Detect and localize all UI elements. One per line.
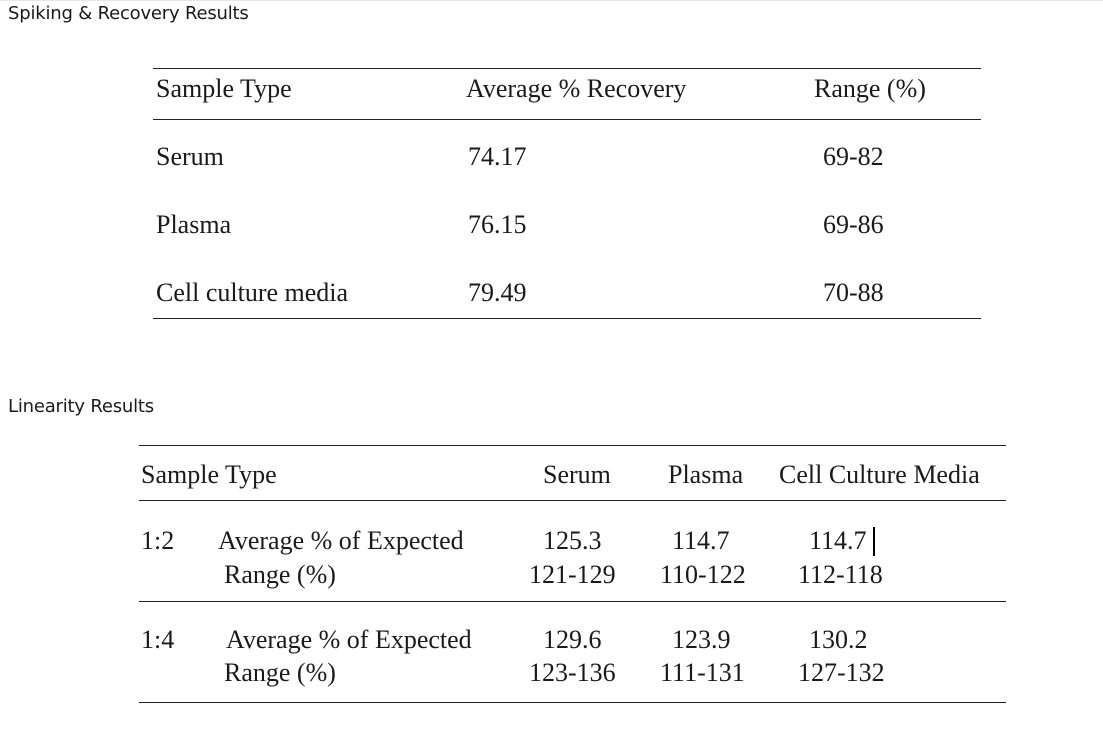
linearity-1-4-ccm-average: 130.2 — [809, 625, 868, 654]
spiking-row-plasma-range: 69-86 — [823, 210, 884, 239]
spiking-row-plasma-average: 76.15 — [468, 210, 527, 239]
linearity-1-2-average-label: Average % of Expected — [218, 526, 464, 555]
spiking-row-plasma-sample: Plasma — [156, 210, 232, 239]
spiking-row-ccm-average: 79.49 — [468, 278, 527, 307]
linearity-1-2-range-label: Range (%) — [224, 560, 336, 589]
spiking-top-rule — [153, 68, 981, 69]
linearity-1-2-plasma-average: 114.7 — [672, 526, 730, 555]
linearity-bottom-rule — [139, 702, 1006, 703]
linearity-1-4-serum-range: 123-136 — [529, 658, 616, 687]
linearity-header-ccm: Cell Culture Media — [779, 460, 980, 489]
linearity-1-4-ccm-range: 127-132 — [798, 658, 885, 687]
linearity-top-rule — [139, 445, 1006, 446]
spiking-row-serum-sample: Serum — [156, 142, 224, 171]
text-cursor — [873, 527, 875, 556]
linearity-dilution-1-4: 1:4 — [141, 625, 175, 654]
spiking-header-average: Average % Recovery — [466, 74, 687, 103]
linearity-heading: Linearity Results — [8, 396, 154, 417]
linearity-1-4-plasma-average: 123.9 — [672, 625, 731, 654]
spiking-header-range: Range (%) — [814, 74, 926, 103]
spiking-heading: Spiking & Recovery Results — [8, 3, 249, 24]
linearity-header-plasma: Plasma — [668, 460, 744, 489]
spiking-row-serum-average: 74.17 — [468, 142, 527, 171]
linearity-1-2-plasma-range: 110-122 — [660, 560, 746, 589]
spiking-header-sample-type: Sample Type — [156, 74, 292, 103]
linearity-1-4-average-label: Average % of Expected — [226, 625, 472, 654]
spiking-row-ccm-sample: Cell culture media — [156, 278, 349, 307]
linearity-header-rule — [139, 500, 1006, 501]
linearity-header-sample-type: Sample Type — [141, 460, 277, 489]
linearity-header-serum: Serum — [543, 460, 611, 489]
linearity-1-4-range-label: Range (%) — [224, 658, 336, 687]
linearity-1-2-serum-average: 125.3 — [543, 526, 602, 555]
linearity-1-4-serum-average: 129.6 — [543, 625, 602, 654]
linearity-1-2-serum-range: 121-129 — [529, 560, 616, 589]
linearity-1-2-ccm-average: 114.7 — [809, 526, 867, 555]
linearity-group-rule — [139, 601, 1006, 602]
linearity-dilution-1-2: 1:2 — [141, 526, 175, 555]
linearity-1-2-ccm-range: 112-118 — [798, 560, 883, 589]
spiking-row-serum-range: 69-82 — [823, 142, 884, 171]
page-top-border — [0, 0, 1103, 1]
spiking-header-rule — [153, 119, 981, 120]
spiking-bottom-rule — [153, 318, 981, 319]
spiking-row-ccm-range: 70-88 — [823, 278, 884, 307]
linearity-1-4-plasma-range: 111-131 — [660, 658, 745, 687]
